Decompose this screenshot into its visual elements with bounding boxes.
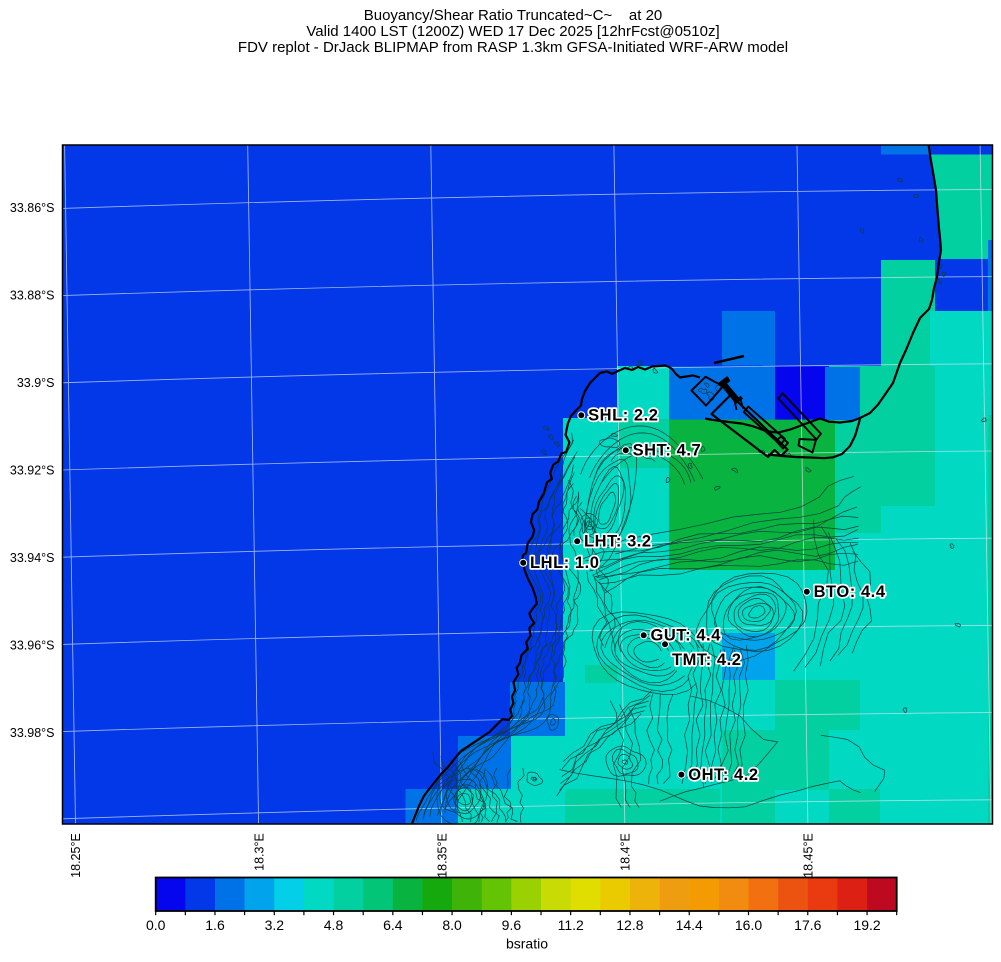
svg-text:18.4°E: 18.4°E bbox=[619, 833, 633, 871]
svg-text:33.94°S: 33.94°S bbox=[10, 551, 55, 565]
svg-text:BTO: 4.4: BTO: 4.4 bbox=[814, 583, 886, 601]
svg-text:Buoyancy/Shear Ratio Truncated: Buoyancy/Shear Ratio Truncated~C~ at 20 bbox=[364, 7, 663, 24]
svg-text:33.88°S: 33.88°S bbox=[10, 288, 55, 302]
svg-text:Valid 1400 LST (1200Z) WED 17: Valid 1400 LST (1200Z) WED 17 Dec 2025 [… bbox=[306, 23, 719, 40]
svg-text:FDV replot - DrJack BLIPMAP fr: FDV replot - DrJack BLIPMAP from RASP 1.… bbox=[238, 39, 788, 56]
svg-text:6.4: 6.4 bbox=[383, 917, 403, 933]
svg-text:LHT: 3.2: LHT: 3.2 bbox=[584, 533, 652, 551]
svg-text:18.45°E: 18.45°E bbox=[802, 833, 816, 878]
svg-text:1.6: 1.6 bbox=[205, 917, 225, 933]
svg-text:bsratio: bsratio bbox=[506, 936, 548, 952]
svg-text:SHL: 2.2: SHL: 2.2 bbox=[588, 406, 658, 424]
svg-text:0.0: 0.0 bbox=[146, 917, 166, 933]
svg-text:19.2: 19.2 bbox=[853, 917, 880, 933]
svg-text:8.0: 8.0 bbox=[442, 917, 462, 933]
svg-text:33.96°S: 33.96°S bbox=[10, 638, 55, 652]
svg-text:4.8: 4.8 bbox=[324, 917, 344, 933]
svg-text:12.8: 12.8 bbox=[616, 917, 643, 933]
svg-text:33.9°S: 33.9°S bbox=[17, 376, 55, 390]
svg-text:14.4: 14.4 bbox=[676, 917, 703, 933]
svg-text:33.86°S: 33.86°S bbox=[10, 201, 55, 215]
svg-text:33.98°S: 33.98°S bbox=[10, 726, 55, 740]
svg-text:GUT: 4.4: GUT: 4.4 bbox=[651, 627, 722, 645]
svg-text:17.6: 17.6 bbox=[794, 917, 821, 933]
svg-text:18.35°E: 18.35°E bbox=[435, 833, 449, 878]
svg-text:TMT: 4.2: TMT: 4.2 bbox=[672, 651, 742, 669]
svg-text:11.2: 11.2 bbox=[558, 917, 584, 933]
svg-text:LHL: 1.0: LHL: 1.0 bbox=[530, 554, 600, 572]
svg-text:9.6: 9.6 bbox=[502, 917, 522, 933]
svg-text:OHT: 4.2: OHT: 4.2 bbox=[688, 766, 758, 784]
svg-text:3.2: 3.2 bbox=[265, 917, 285, 933]
svg-text:16.0: 16.0 bbox=[735, 917, 762, 933]
svg-text:18.3°E: 18.3°E bbox=[252, 833, 266, 871]
svg-text:18.25°E: 18.25°E bbox=[69, 833, 83, 878]
svg-text:SHT: 4.7: SHT: 4.7 bbox=[633, 442, 702, 460]
svg-text:33.92°S: 33.92°S bbox=[10, 463, 55, 477]
